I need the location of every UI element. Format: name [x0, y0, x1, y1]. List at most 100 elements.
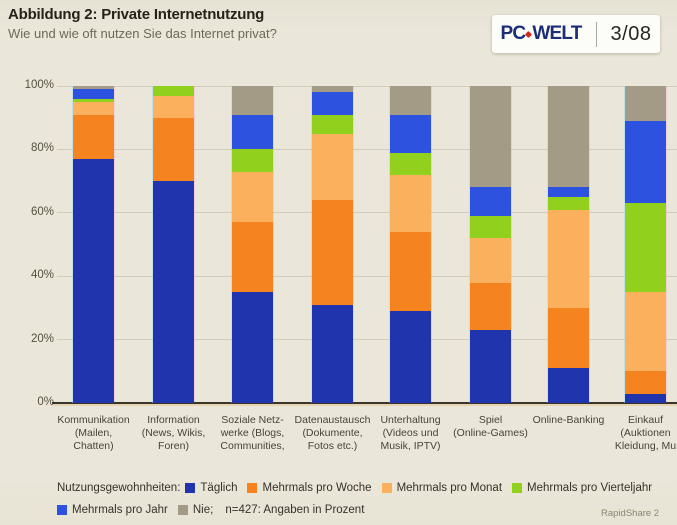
pcwelt-logo-left: PC — [500, 23, 527, 44]
x-axis-label-5: Unterhaltung (Videos und Musik, IPTV) — [362, 414, 460, 453]
segment-mehrmals-pro-monat — [470, 238, 511, 283]
legend-item-mehrmals-pro-monat: Mehrmals pro Monat — [381, 482, 502, 494]
segment-mehrmals-pro-jahr — [470, 187, 511, 216]
x-axis-label-line: (Online-Games) — [453, 427, 528, 439]
y-axis-tick-100: 100% — [24, 79, 54, 91]
legend-item-nie: Nie; — [177, 504, 214, 516]
y-axis-tick-40: 40% — [30, 269, 54, 282]
x-axis-label-line: Einkauf — [627, 414, 664, 426]
segment-nie — [312, 86, 353, 93]
legend-label: Mehrmals pro Jahr — [72, 504, 168, 516]
x-axis-label-line: Kommunikation — [57, 414, 130, 426]
segment-mehrmals-pro-woche — [73, 114, 114, 159]
x-axis-label-line: (News, Wikis, — [141, 427, 206, 439]
legend-swatch-icon — [381, 483, 392, 493]
legend-swatch-icon — [512, 483, 523, 493]
segment-mehrmals-pro-vierteljahr — [470, 215, 511, 239]
gridline-80 — [57, 148, 677, 150]
segment-mehrmals-pro-vierteljahr — [390, 152, 431, 175]
legend-sample-note: n=427: Angaben in Prozent — [225, 504, 365, 516]
y-axis-tick-60: 60% — [30, 205, 54, 218]
segment-mehrmals-pro-monat — [153, 95, 194, 118]
segment-mehrmals-pro-vierteljahr — [153, 86, 194, 96]
segment-nie — [470, 86, 511, 188]
segment-mehrmals-pro-jahr — [312, 92, 353, 115]
segment-mehrmals-pro-vierteljahr — [73, 98, 114, 102]
legend-item-mehrmals-pro-jahr: Mehrmals pro Jahr — [57, 504, 168, 516]
y-axis-tick-20: 20% — [30, 332, 54, 345]
x-axis-label-6: Spiel (Online-Games) — [442, 414, 540, 440]
gridline-100 — [57, 85, 677, 87]
segment-mehrmals-pro-vierteljahr — [232, 149, 273, 172]
x-axis-label-line: Communities, — [220, 440, 285, 452]
segment-mehrmals-pro-woche — [232, 222, 273, 293]
segment-täglich — [390, 311, 431, 403]
bar-5 — [390, 86, 431, 403]
pcwelt-logo: PC WELT — [500, 23, 583, 45]
segment-mehrmals-pro-vierteljahr — [548, 196, 589, 210]
segment-mehrmals-pro-woche — [153, 117, 194, 182]
segment-täglich — [73, 158, 114, 403]
x-axis-label-line: Chatten) — [73, 440, 114, 452]
segment-mehrmals-pro-monat — [73, 101, 114, 115]
legend-row-2: Mehrmals pro Jahr Nie; n=427: Angaben in P… — [57, 504, 364, 516]
x-axis-label-line: Information — [147, 414, 200, 426]
segment-nie — [625, 86, 666, 121]
segment-täglich — [625, 393, 666, 403]
legend-swatch-icon — [57, 505, 67, 515]
legend-prefix: Nutzungsgewohnheiten: — [57, 482, 181, 494]
segment-mehrmals-pro-woche — [548, 307, 589, 369]
segment-mehrmals-pro-woche — [625, 371, 666, 394]
x-axis-label-line: Foren) — [158, 440, 189, 452]
gridline-20 — [57, 339, 677, 341]
y-axis-tick-0: 0% — [37, 396, 54, 408]
gridline-60 — [57, 212, 677, 214]
legend-label: Mehrmals pro Vierteljahr — [527, 482, 653, 494]
x-axis-label-line: (Mailen, — [74, 427, 113, 439]
segment-täglich — [470, 330, 511, 403]
x-axis-label-3: Soziale Netz-werke (Blogs, Communities, — [204, 414, 302, 453]
segment-nie — [73, 86, 114, 90]
segment-täglich — [153, 181, 194, 403]
segment-mehrmals-pro-monat — [390, 174, 431, 232]
issue-number: 3/08 — [610, 22, 652, 45]
bar-7 — [548, 86, 589, 403]
x-axis-label-line: Musik, IPTV) — [380, 440, 441, 452]
legend-label: Nie; — [192, 504, 214, 516]
segment-mehrmals-pro-monat — [312, 133, 353, 201]
x-axis-label-4: Datenaustausch (Dokumente, Fotos etc.) — [284, 414, 382, 453]
x-axis-label-7: Online-Banking — [520, 414, 618, 427]
legend-label: Mehrmals pro Woche — [262, 482, 372, 494]
figure-subtitle: Wie und wie oft nutzen Sie das Internet … — [8, 26, 277, 41]
pcwelt-logo-box: PC WELT 3/08 — [492, 15, 660, 53]
x-axis-label-line: Unterhaltung — [380, 414, 441, 426]
legend-label: Täglich — [200, 482, 238, 494]
x-axis-line — [52, 402, 677, 404]
x-axis-label-2: Information (News, Wikis, Foren) — [125, 414, 223, 453]
legend-item-täglich: Täglich — [185, 482, 237, 494]
gridline-40 — [57, 275, 677, 277]
logo-divider — [595, 21, 597, 47]
y-axis-tick-80: 80% — [30, 142, 54, 155]
x-axis-label-line: (Dokumente, — [302, 427, 363, 439]
segment-mehrmals-pro-monat — [548, 209, 589, 308]
segment-mehrmals-pro-woche — [390, 231, 431, 312]
x-axis-label-8: Einkauf (Auktionen Kleidung, Mu — [597, 414, 677, 453]
bar-8 — [625, 86, 666, 403]
legend-swatch-icon — [185, 483, 196, 493]
source-note: RapidShare 2 — [601, 508, 660, 519]
segment-mehrmals-pro-monat — [232, 171, 273, 223]
segment-mehrmals-pro-woche — [470, 282, 511, 331]
segment-mehrmals-pro-vierteljahr — [312, 114, 353, 134]
x-axis-label-line: Soziale Netz- — [221, 414, 284, 426]
bar-4 — [312, 86, 353, 403]
legend-item-mehrmals-pro-vierteljahr: Mehrmals pro Vierteljahr — [512, 482, 652, 494]
segment-täglich — [232, 292, 273, 403]
x-axis-label-1: Kommunikation (Mailen, Chatten) — [45, 414, 143, 453]
segment-nie — [548, 86, 589, 188]
x-axis-label-line: (Auktionen — [620, 427, 671, 439]
segment-täglich — [548, 368, 589, 403]
figure-title: Abbildung 2: Private Internetnutzung — [8, 6, 265, 23]
x-axis-label-line: (Videos und — [382, 427, 439, 439]
